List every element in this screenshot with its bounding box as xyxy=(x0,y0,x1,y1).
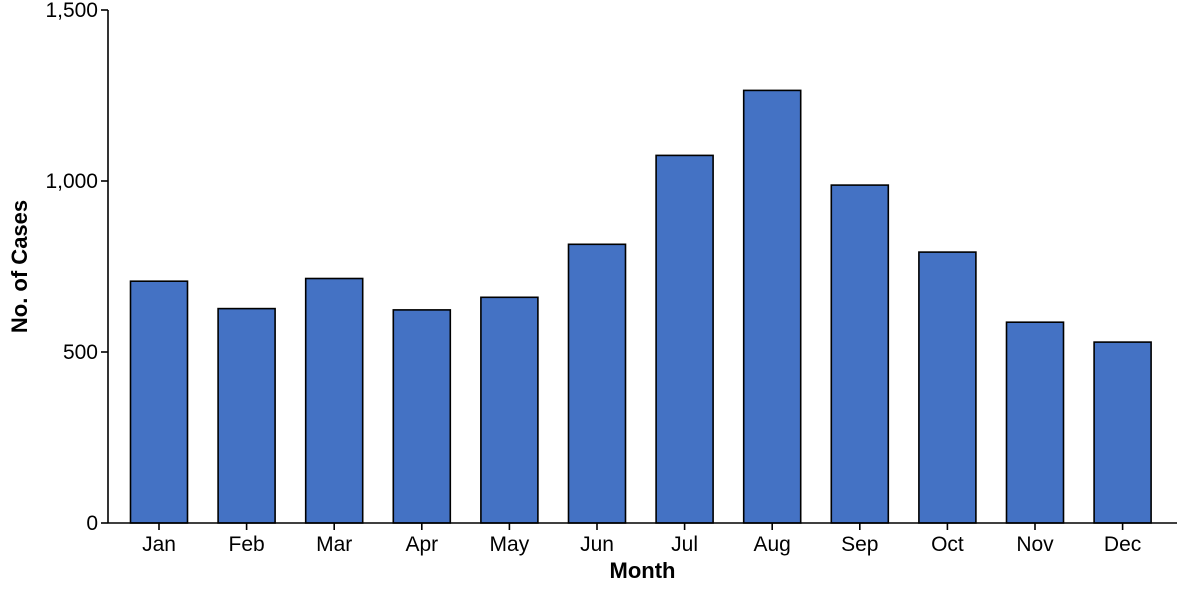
bar-oct xyxy=(918,251,977,524)
y-axis-title: No. of Cases xyxy=(7,200,32,333)
bar-apr xyxy=(392,309,452,524)
x-tick-label: Jun xyxy=(580,533,614,556)
y-tick-label: 0 xyxy=(86,512,98,535)
y-tick-label: 500 xyxy=(63,341,98,364)
x-tick-label: Oct xyxy=(931,533,964,556)
x-tick-label: Sep xyxy=(841,533,878,556)
bars-layer xyxy=(129,89,1152,524)
x-axis-title: Month xyxy=(610,558,676,583)
bar-sep xyxy=(830,184,890,524)
bar-nov xyxy=(1005,321,1065,524)
bar-mar xyxy=(304,277,364,524)
x-tick-label: Jan xyxy=(142,533,176,556)
bar-feb xyxy=(217,307,276,524)
y-tick-label: 1,500 xyxy=(45,0,98,22)
x-tick-label: Mar xyxy=(316,533,352,556)
bar-may xyxy=(480,296,539,524)
bar-aug xyxy=(742,89,802,524)
bar-jan xyxy=(129,280,189,524)
x-tick-label: Feb xyxy=(229,533,265,556)
x-tick-label: Nov xyxy=(1016,533,1054,556)
ticks-layer: 0 500 1,000 1,500 Jan Feb Mar Apr May Jun Jul Aug Se… xyxy=(45,0,1141,556)
bar-dec xyxy=(1093,341,1152,524)
x-tick-label: Aug xyxy=(754,533,791,556)
bar-jun xyxy=(567,243,627,524)
x-tick-label: Dec xyxy=(1104,533,1141,556)
y-tick-label: 1,000 xyxy=(45,170,98,193)
bar-jul xyxy=(655,154,714,524)
x-tick-label: Apr xyxy=(405,533,438,556)
x-tick-label: Jul xyxy=(671,533,698,556)
x-tick-label: May xyxy=(490,533,530,556)
axes-layer xyxy=(107,10,1177,524)
